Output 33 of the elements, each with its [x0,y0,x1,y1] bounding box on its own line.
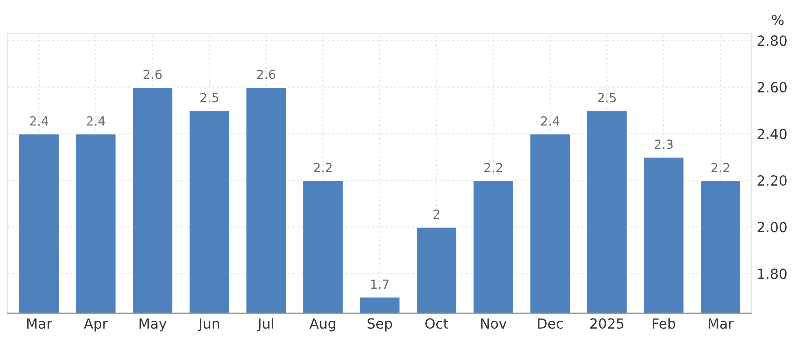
y-tick-label: 1.80 [758,268,787,280]
y-tick-label: 2.00 [758,222,787,233]
x-tick-label: Mar [709,318,734,330]
data-label: 2 [434,210,440,220]
data-label: 2.2 [712,163,730,172]
x-tick-label: Oct [426,318,448,330]
x-tick-label: Sep [368,318,392,332]
x-tick-label: Dec [538,318,563,330]
data-label: 2.2 [314,163,332,172]
x-tick-label: 2025 [590,318,624,330]
x-tick-label: Apr [84,318,108,332]
data-label: 2.4 [30,116,48,126]
data-label: 2.2 [484,163,502,172]
x-tick-label: Jun [198,318,220,332]
y-tick-label: 2.80 [758,36,787,46]
data-label: 2.5 [200,93,218,103]
data-label: 2.4 [87,116,106,126]
data-label: 2.4 [541,116,560,126]
data-label: 2.5 [598,93,616,103]
data-label: 2.6 [257,70,276,80]
y-tick-label: 2.60 [758,82,787,93]
x-tick-label: May [140,318,167,332]
y-tick-label: 2.40 [758,128,787,140]
x-tick-label: Jul [257,318,274,332]
x-tick-label: Aug [310,318,336,332]
data-label: 1.7 [371,280,389,289]
x-tick-label: Nov [481,318,507,330]
y-tick-label: 2.20 [758,176,787,186]
y-axis-title: % [772,14,784,26]
x-tick-label: Mar [27,318,52,330]
data-label: 2.3 [654,140,673,150]
data-label: 2.6 [144,70,162,80]
x-tick-label: Feb [653,318,676,330]
